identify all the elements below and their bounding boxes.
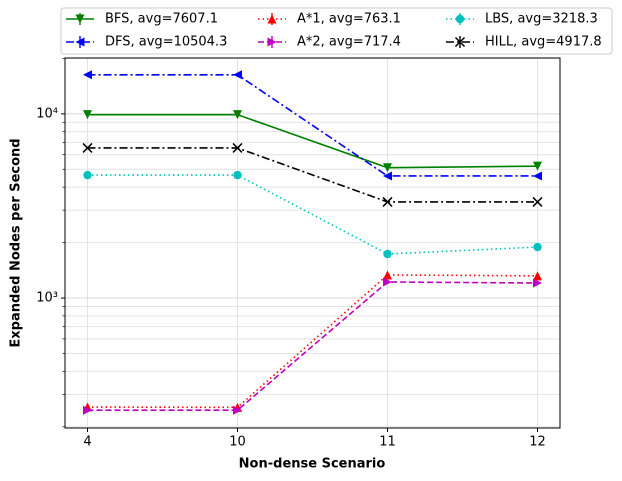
data-point: [83, 170, 92, 180]
legend: BFS, avg=7607.1 DFS, avg=10504.3 A*1, avg=…: [60, 7, 613, 55]
data-point: [533, 161, 542, 171]
data-point: [533, 271, 542, 281]
legend-label: A*2, avg=717.4: [297, 35, 401, 50]
plot-frame: [64, 57, 561, 429]
data-point: [383, 171, 392, 181]
x-tick-label: 11: [379, 435, 396, 450]
y-tick-label: 10⁴: [36, 106, 58, 121]
series-line: [87, 113, 538, 169]
x-tick-label: 4: [83, 435, 91, 450]
data-point: [383, 277, 392, 287]
data-point: [233, 170, 242, 180]
data-point: [382, 196, 393, 207]
legend-marker: [267, 37, 277, 47]
series-line: [87, 147, 538, 203]
legend-label: DFS, avg=10504.3: [105, 35, 227, 50]
legend-label: HILL, avg=4917.8: [485, 35, 602, 50]
data-point: [83, 110, 92, 120]
data-point: [83, 70, 92, 80]
x-tick-label: 12: [529, 435, 546, 450]
x-axis-label: Non-dense Scenario: [239, 457, 386, 472]
series-line: [87, 174, 538, 255]
legend-label: A*1, avg=763.1: [297, 12, 401, 27]
legend-label: LBS, avg=3218.3: [485, 12, 598, 27]
data-point: [233, 110, 242, 120]
data-point: [532, 196, 543, 207]
data-point: [232, 142, 243, 153]
legend-marker: [455, 14, 465, 24]
legend-marker: [75, 37, 85, 47]
data-point: [82, 142, 93, 153]
series-line: [87, 73, 538, 177]
data-point: [533, 171, 542, 181]
data-point: [83, 405, 92, 415]
data-point: [233, 70, 242, 80]
data-point: [533, 242, 542, 252]
data-point: [383, 270, 392, 280]
legend-marker: [454, 36, 466, 48]
legend-marker: [267, 14, 277, 24]
legend-box: [60, 7, 613, 55]
series-line: [87, 281, 538, 412]
y-axis-label: Expanded Nodes per Second: [9, 138, 24, 347]
x-tick-label: 10: [229, 435, 246, 450]
data-point: [533, 278, 542, 288]
y-tick-label: 10³: [36, 291, 58, 306]
legend-label: BFS, avg=7607.1: [105, 12, 218, 27]
series-line: [87, 274, 538, 409]
data-point: [383, 249, 392, 259]
data-point: [233, 405, 242, 415]
data-point: [383, 163, 392, 173]
legend-marker: [75, 14, 85, 24]
